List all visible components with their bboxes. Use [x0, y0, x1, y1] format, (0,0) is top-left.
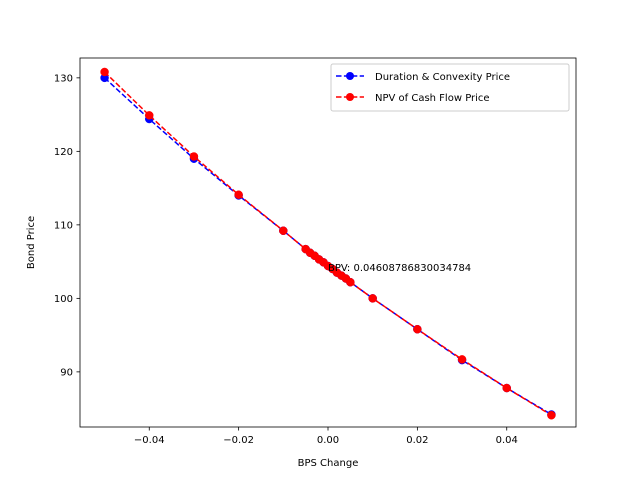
series-1-point [279, 226, 288, 235]
legend: Duration & Convexity Price NPV of Cash F… [330, 63, 570, 112]
y-tick-label: 130 [54, 73, 73, 84]
series-layer [100, 67, 556, 420]
x-tick-label: 0.04 [496, 435, 518, 446]
y-tick-label: 110 [54, 220, 73, 231]
x-tick-label: −0.02 [223, 435, 254, 446]
legend-label-npv-cash-flow: NPV of Cash Flow Price [375, 93, 490, 104]
y-tick-label: 120 [54, 147, 73, 158]
series-1-point [346, 277, 355, 287]
y-axis-label: Bond Price [26, 216, 37, 269]
legend-label-duration-convexity: Duration & Convexity Price [375, 72, 510, 83]
x-tick-label: −0.04 [134, 435, 165, 446]
y-tick-label: 90 [60, 367, 73, 378]
x-tick-label: 0.00 [317, 435, 339, 446]
series-1-point [189, 152, 199, 161]
series-1-point [413, 324, 422, 334]
bpv-annotation: BPV: 0.04608786830034784 [328, 263, 471, 274]
series-1-point [368, 294, 377, 303]
x-tick-label: 0.02 [406, 435, 428, 446]
series-1-point [145, 111, 154, 120]
ticks-layer: −0.04 −0.02 0.00 0.02 0.04 90 100 110 120 130 [54, 73, 518, 446]
series-1-point [547, 410, 556, 420]
x-axis-label: BPS Change [298, 458, 359, 469]
series-1-point [457, 355, 467, 364]
legend-marker-0 [346, 72, 354, 80]
series-1-point [100, 67, 109, 77]
y-tick-label: 100 [54, 294, 73, 305]
series-1-point [234, 190, 243, 199]
legend-box [330, 63, 570, 112]
legend-marker-1 [346, 93, 354, 101]
series-1-point [502, 383, 511, 393]
